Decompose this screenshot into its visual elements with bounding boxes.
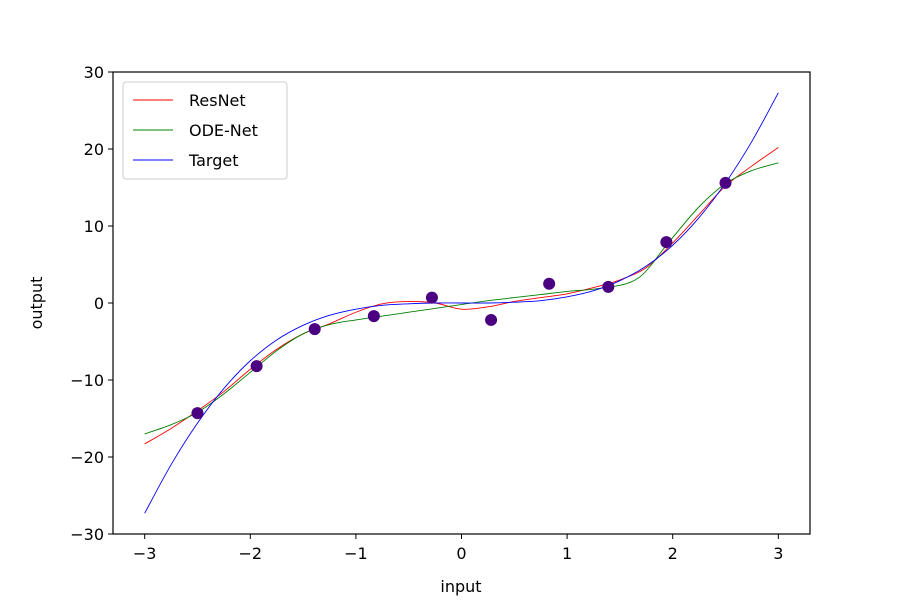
x-tick-label: 1 — [562, 544, 572, 563]
y-tick-label: 0 — [94, 294, 104, 313]
data-point — [425, 291, 438, 304]
legend-box — [122, 81, 288, 180]
x-tick-label: 0 — [456, 544, 466, 563]
data-point — [719, 176, 732, 189]
legend-label: Target — [188, 151, 239, 170]
legend-label: ODE-Net — [189, 121, 258, 140]
y-tick-label: 10 — [84, 217, 104, 236]
data-point — [660, 236, 673, 249]
y-axis-label: output — [27, 277, 46, 330]
x-tick-label: 3 — [773, 544, 783, 563]
y-tick-label: −10 — [70, 371, 104, 390]
data-point — [485, 313, 498, 326]
data-point — [191, 407, 204, 420]
x-tick-label: −3 — [133, 544, 157, 563]
legend-label: ResNet — [189, 91, 246, 110]
data-point — [308, 323, 321, 336]
series-line-resnet — [144, 147, 779, 445]
x-tick-label: −1 — [344, 544, 368, 563]
x-tick-label: −2 — [238, 544, 262, 563]
x-axis-label: input — [440, 577, 481, 596]
y-tick-label: 30 — [84, 63, 104, 82]
data-point — [543, 277, 556, 290]
legend: ResNet ODE-Net Target — [122, 81, 288, 180]
data-point — [250, 360, 263, 373]
plot-layer — [144, 92, 779, 514]
data-point — [367, 310, 380, 323]
y-tick-label: −30 — [70, 525, 104, 544]
y-tick-label: −20 — [70, 448, 104, 467]
series-line-target — [144, 92, 779, 514]
data-point — [602, 280, 615, 293]
x-tick-label: 2 — [668, 544, 678, 563]
y-tick-label: 20 — [84, 140, 104, 159]
